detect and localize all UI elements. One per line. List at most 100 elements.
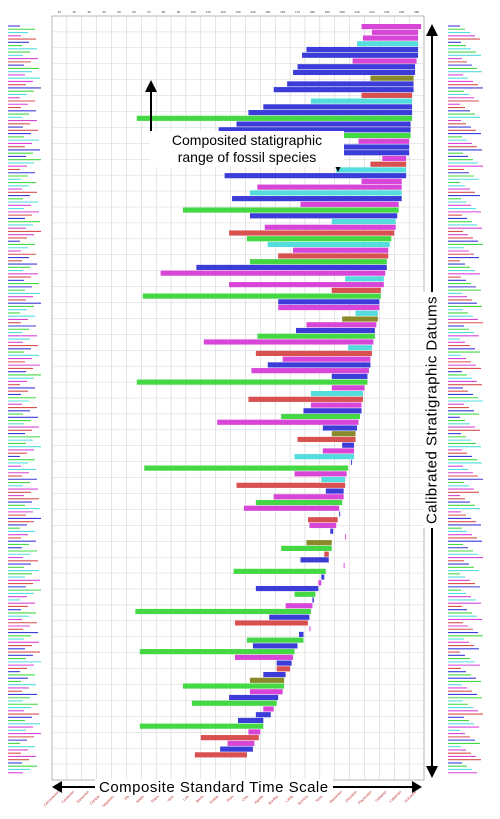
- range-bar: [248, 396, 363, 402]
- range-bar: [236, 482, 346, 488]
- range-bar: [249, 677, 285, 683]
- range-bar: [191, 700, 277, 706]
- range-bar: [343, 563, 345, 569]
- x-tick-label: 180: [310, 10, 315, 14]
- arrowhead-down: [426, 766, 438, 778]
- stage-label: Calabrian: [389, 790, 403, 804]
- range-bar: [246, 236, 392, 242]
- range-bar: [263, 671, 286, 678]
- range-bar: [182, 683, 285, 689]
- range-bar: [217, 419, 359, 425]
- arrowhead-right: [412, 781, 422, 793]
- x-ticks: 10 20 30 40 50 60 70 80 90 100 110 120 130 140 150 160 1…: [58, 10, 420, 14]
- range-bar: [293, 247, 389, 253]
- range-bar: [293, 69, 416, 76]
- x-tick-label: 100: [191, 10, 196, 14]
- arrowhead-left: [52, 781, 62, 793]
- range-bar: [255, 350, 372, 357]
- range-bar: [249, 259, 387, 265]
- range-bar: [309, 522, 337, 529]
- range-bar: [144, 465, 349, 471]
- range-annotation-line-2: range of fossil species: [177, 149, 317, 165]
- range-bar: [357, 41, 419, 47]
- range-bar: [257, 184, 402, 190]
- range-bar: [273, 494, 344, 500]
- range-bar: [321, 477, 346, 483]
- range-bar: [255, 712, 271, 718]
- range-bar: [362, 35, 419, 41]
- range-bar: [310, 391, 363, 397]
- range-bar: [285, 603, 313, 609]
- stage-label: Santonian: [76, 790, 90, 804]
- range-bar: [281, 545, 332, 551]
- range-bar: [227, 740, 255, 746]
- range-bar: [252, 643, 298, 649]
- range-bar: [345, 534, 347, 540]
- range-annotation: Composited statigraphic range of fossil …: [150, 131, 344, 167]
- range-bar: [342, 316, 378, 322]
- range-bar: [246, 637, 304, 643]
- range-bar: [263, 104, 413, 110]
- range-bar: [361, 178, 402, 184]
- range-bar: [142, 293, 381, 299]
- range-bar: [235, 654, 294, 660]
- range-bar: [318, 580, 322, 586]
- range-bar: [200, 735, 259, 741]
- x-tick-label: 60: [132, 10, 136, 14]
- right-datum-list: [448, 25, 483, 774]
- time-scale-annotation: Composite Standard Time Scale: [95, 779, 333, 796]
- range-bar: [257, 333, 375, 339]
- x-tick-label: 250: [414, 10, 419, 14]
- x-tick-label: 200: [340, 10, 345, 14]
- range-bar: [281, 413, 361, 420]
- range-bar: [278, 253, 389, 259]
- stage-label: Holocene: [404, 790, 418, 804]
- range-bar: [276, 660, 292, 666]
- range-bar: [370, 161, 407, 167]
- range-bar: [220, 746, 253, 752]
- range-bar: [303, 408, 362, 414]
- x-tick-label: 110: [206, 10, 211, 14]
- range-bar: [352, 58, 417, 64]
- range-bar: [330, 528, 334, 534]
- x-tick-label: 190: [325, 10, 330, 14]
- x-tick-label: 90: [177, 10, 181, 14]
- range-bar: [348, 345, 372, 351]
- x-tick-label: 130: [235, 10, 240, 14]
- range-bar: [273, 87, 414, 93]
- range-bar: [306, 322, 377, 328]
- range-bar: [310, 98, 413, 104]
- range-bar: [299, 631, 304, 638]
- range-bar: [135, 608, 311, 615]
- range-bar: [294, 471, 347, 477]
- range-bar: [264, 224, 396, 230]
- range-bar: [236, 121, 411, 127]
- left-datum-list: [8, 25, 41, 774]
- x-tick-label: 70: [147, 10, 151, 14]
- range-bar: [306, 540, 332, 546]
- range-bar: [324, 551, 329, 557]
- range-bar: [301, 52, 419, 58]
- x-tick-label: 230: [384, 10, 389, 14]
- range-bar: [136, 115, 413, 121]
- range-bar: [136, 379, 368, 385]
- range-bar: [243, 505, 340, 511]
- x-tick-label: 30: [88, 10, 92, 14]
- range-bar: [382, 155, 407, 162]
- range-bar: [255, 499, 343, 506]
- range-bar: [361, 92, 413, 98]
- range-bar: [322, 425, 358, 431]
- range-bar: [287, 81, 414, 87]
- range-bar: [232, 196, 402, 202]
- range-bar: [300, 201, 399, 207]
- range-bar: [182, 207, 399, 213]
- x-tick-label: 150: [265, 10, 270, 14]
- x-tick-label: 50: [117, 10, 121, 14]
- stage-label: Piacenzian: [357, 790, 372, 805]
- range-bar: [339, 511, 341, 517]
- x-tick-label: 10: [58, 10, 62, 14]
- range-bar: [307, 517, 338, 523]
- x-tick-label: 210: [355, 10, 360, 14]
- stage-label: Coniacian: [61, 790, 75, 804]
- range-bar: [351, 459, 353, 465]
